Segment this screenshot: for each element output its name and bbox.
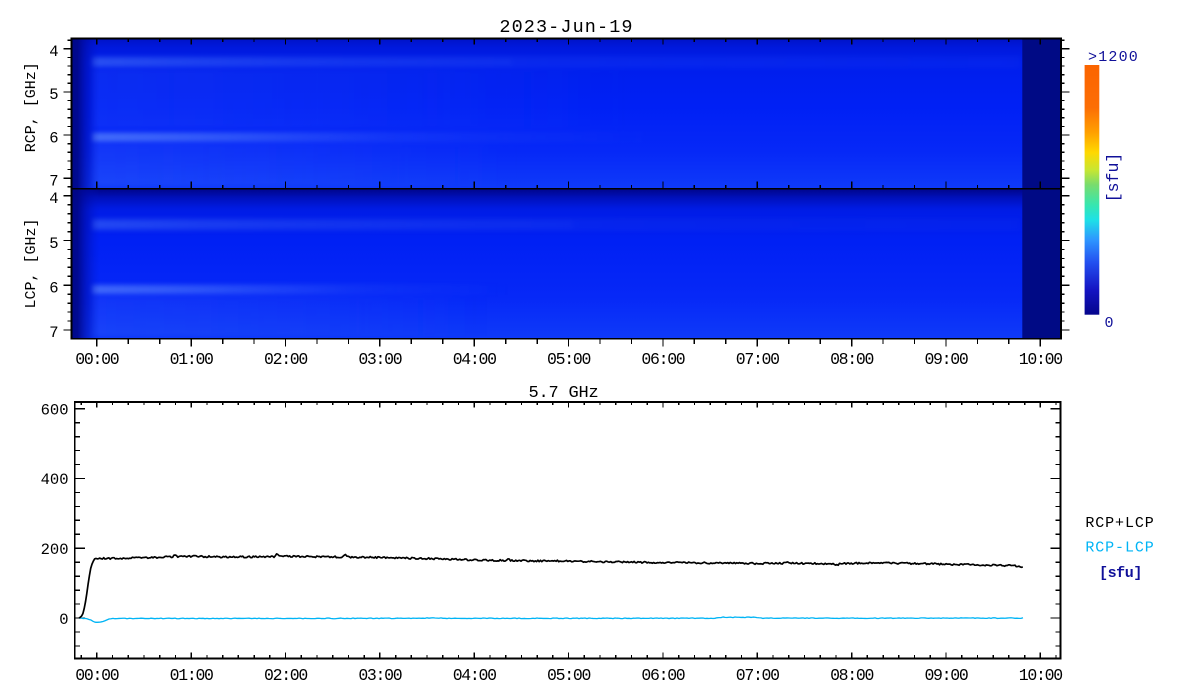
svg-text:4: 4 <box>49 190 58 208</box>
svg-text:200: 200 <box>41 541 69 559</box>
svg-text:05:00: 05:00 <box>547 666 590 685</box>
svg-text:07:00: 07:00 <box>736 350 779 369</box>
svg-text:03:00: 03:00 <box>358 350 401 369</box>
svg-text:08:00: 08:00 <box>830 350 873 369</box>
svg-text:03:00: 03:00 <box>358 666 401 685</box>
svg-text:10:00: 10:00 <box>1019 666 1062 685</box>
svg-text:05:00: 05:00 <box>547 350 590 369</box>
svg-text:7: 7 <box>49 172 58 190</box>
svg-text:[sfu]: [sfu] <box>1099 565 1142 582</box>
svg-text:10:00: 10:00 <box>1019 350 1062 369</box>
svg-text:7: 7 <box>49 324 58 342</box>
svg-text:RCP+LCP: RCP+LCP <box>1085 515 1154 532</box>
svg-text:>1200: >1200 <box>1088 49 1139 66</box>
svg-text:04:00: 04:00 <box>453 666 496 685</box>
svg-text:00:00: 00:00 <box>75 350 118 369</box>
svg-text:4: 4 <box>49 43 58 61</box>
svg-text:02:00: 02:00 <box>264 350 307 369</box>
svg-text:RCP, [GHz]: RCP, [GHz] <box>23 62 40 152</box>
svg-text:0: 0 <box>59 611 68 629</box>
svg-text:00:00: 00:00 <box>75 666 118 685</box>
svg-text:07:00: 07:00 <box>736 666 779 685</box>
svg-text:01:00: 01:00 <box>170 666 213 685</box>
svg-text:2023-Jun-19: 2023-Jun-19 <box>499 17 633 38</box>
svg-text:01:00: 01:00 <box>170 350 213 369</box>
svg-text:09:00: 09:00 <box>924 666 967 685</box>
svg-text:02:00: 02:00 <box>264 666 307 685</box>
svg-text:LCP, [GHz]: LCP, [GHz] <box>23 218 40 308</box>
svg-text:5.7 GHz: 5.7 GHz <box>528 384 598 403</box>
svg-text:0: 0 <box>1104 315 1113 332</box>
svg-text:09:00: 09:00 <box>924 350 967 369</box>
svg-text:400: 400 <box>41 471 69 489</box>
svg-text:6: 6 <box>49 280 58 298</box>
svg-text:06:00: 06:00 <box>641 350 684 369</box>
svg-text:5: 5 <box>49 86 58 104</box>
svg-text:600: 600 <box>41 401 69 419</box>
svg-text:04:00: 04:00 <box>453 350 496 369</box>
svg-text:06:00: 06:00 <box>641 666 684 685</box>
svg-text:RCP-LCP: RCP-LCP <box>1085 540 1154 557</box>
svg-text:08:00: 08:00 <box>830 666 873 685</box>
svg-text:6: 6 <box>49 129 58 147</box>
svg-text:5: 5 <box>49 235 58 253</box>
svg-text:[sfu]: [sfu] <box>1104 153 1123 203</box>
